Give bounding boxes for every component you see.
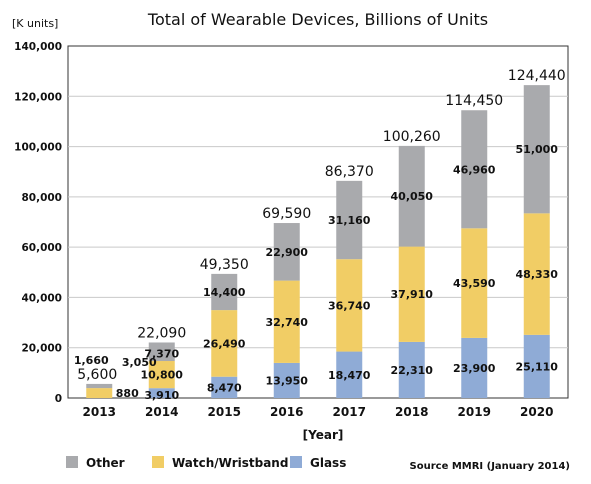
legend-swatch <box>66 456 78 468</box>
total-value-label: 124,440 <box>508 68 566 84</box>
segment-value-label: 31,160 <box>328 214 371 227</box>
total-value-label: 22,090 <box>137 325 186 341</box>
y-tick-label: 0 <box>55 393 62 405</box>
y-tick-label: 100,000 <box>14 142 62 154</box>
x-axis-label: [Year] <box>303 428 344 442</box>
bar-segment-other <box>523 85 550 214</box>
total-value-label: 5,600 <box>77 367 117 383</box>
x-tick-label: 2015 <box>208 405 241 419</box>
bar-segment-other <box>273 223 300 281</box>
segment-value-label: 26,490 <box>203 337 246 350</box>
x-tick-label: 2017 <box>333 405 366 419</box>
segment-value-label: 1,660 <box>74 354 109 367</box>
segment-value-label: 43,590 <box>453 277 496 290</box>
y-tick-label: 20,000 <box>21 343 62 355</box>
x-tick-label: 2016 <box>270 405 303 419</box>
bar-segment-other <box>211 273 238 311</box>
annotation-label: 3,050 <box>122 356 157 369</box>
bar-segment-watch-wristband <box>148 361 175 389</box>
total-value-label: 114,450 <box>445 93 503 109</box>
chart-title: Total of Wearable Devices, Billions of U… <box>147 10 488 29</box>
bar-segment-watch-wristband <box>398 246 425 342</box>
segment-value-label: 37,910 <box>391 288 434 301</box>
source-note: Source MMRI (January 2014) <box>410 461 570 472</box>
segment-value-label: 46,960 <box>453 163 496 176</box>
total-value-label: 86,370 <box>325 164 374 180</box>
bar-segment-glass <box>273 362 300 398</box>
total-value-label: 100,260 <box>383 129 441 145</box>
y-axis-unit-label: [K units] <box>12 17 58 30</box>
bar-segment-watch-wristband <box>523 213 550 335</box>
segment-value-label: 51,000 <box>516 143 559 156</box>
bar-segment-other <box>148 342 175 362</box>
segment-value-label: 22,900 <box>266 246 309 259</box>
total-value-label: 69,590 <box>262 206 311 222</box>
segment-value-label: 8,470 <box>207 381 242 394</box>
legend-label: Glass <box>310 456 346 470</box>
bar-segment-other <box>86 383 113 389</box>
bar-segment-watch-wristband <box>86 388 113 398</box>
segment-value-label: 7,370 <box>144 348 179 361</box>
x-tick-label: 2020 <box>520 405 553 419</box>
bar-segment-glass <box>336 351 363 398</box>
x-tick-label: 2014 <box>145 405 178 419</box>
y-tick-label: 80,000 <box>21 192 62 204</box>
x-tick-label: 2019 <box>458 405 491 419</box>
bar-segment-other <box>461 110 488 229</box>
bar-segment-watch-wristband <box>461 228 488 338</box>
legend-label: Watch/Wristband <box>172 456 288 470</box>
segment-value-label: 23,900 <box>453 362 496 375</box>
bar-segment-other <box>398 145 425 247</box>
legend-swatch <box>152 456 164 468</box>
x-tick-label: 2013 <box>83 405 116 419</box>
segment-value-label: 36,740 <box>328 299 371 312</box>
bar-segment-watch-wristband <box>211 310 238 377</box>
segment-value-label: 14,400 <box>203 286 246 299</box>
segment-value-label: 3,910 <box>144 389 179 402</box>
segment-value-label: 18,470 <box>328 369 371 382</box>
segment-value-label: 25,110 <box>516 360 559 373</box>
segment-value-label: 32,740 <box>266 316 309 329</box>
segment-value-label: 48,330 <box>516 268 559 281</box>
segment-value-label: 13,950 <box>266 374 309 387</box>
legend-label: Other <box>86 456 125 470</box>
bar-segment-glass <box>211 376 238 398</box>
bar-segment-watch-wristband <box>336 259 363 352</box>
legend: Other Watch/Wristband Glass <box>66 456 346 470</box>
bar-segment-glass <box>523 334 550 398</box>
y-tick-label: 140,000 <box>14 41 62 53</box>
y-tick-label: 120,000 <box>14 91 62 103</box>
bar-segment-glass <box>148 388 175 398</box>
y-tick-label: 60,000 <box>21 242 62 254</box>
y-tick-label: 40,000 <box>21 292 62 304</box>
plot-area: 0 20,000 40,000 60,000 80,000 100,000 120,000 1… <box>14 41 569 419</box>
segment-value-label: 880 <box>116 387 139 400</box>
segment-value-label: 22,310 <box>391 364 434 377</box>
bar-segment-watch-wristband <box>273 280 300 363</box>
segment-value-label: 10,800 <box>141 369 184 382</box>
legend-swatch <box>290 456 302 468</box>
bar-segment-glass <box>398 341 425 398</box>
bar-segment-other <box>336 180 363 260</box>
segment-value-label: 40,050 <box>391 190 434 203</box>
total-value-label: 49,350 <box>200 257 249 273</box>
x-tick-label: 2018 <box>395 405 428 419</box>
bar-segment-glass <box>461 337 488 398</box>
